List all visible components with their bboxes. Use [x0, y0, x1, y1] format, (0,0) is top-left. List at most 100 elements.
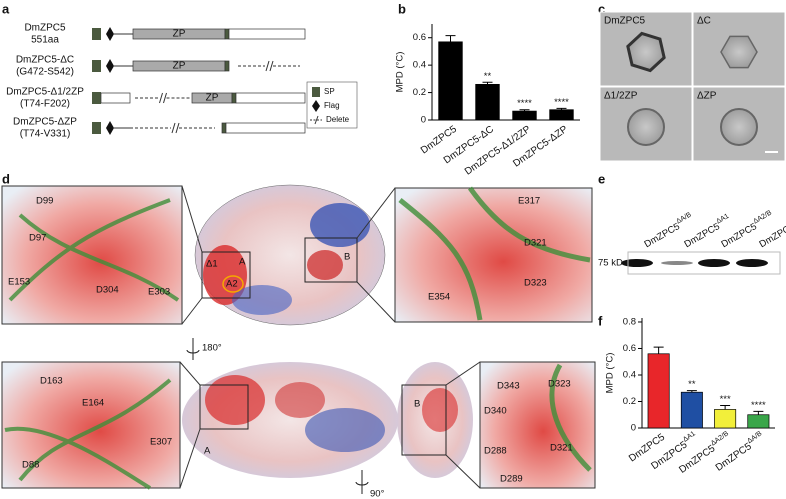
category-name: DmZPC5-Δ1/2ZP: [463, 123, 533, 177]
structure-label: E354: [428, 292, 450, 303]
crystal: [626, 31, 666, 73]
micrograph-label: Δ1/2ZP: [604, 91, 638, 102]
lane-name: DmZPC5: [682, 221, 721, 250]
lane-name: DmZPC5: [757, 221, 786, 250]
structure-label: E153: [8, 277, 30, 288]
construct-detail: 551aa: [31, 35, 59, 46]
error-bar: [519, 109, 530, 112]
error-bar: [653, 346, 664, 354]
x-tick-label: DmZPC5-Δ1/2ZP: [463, 123, 533, 177]
structure-label: 90°: [370, 489, 385, 499]
domain: [228, 28, 306, 40]
micrograph: [692, 11, 786, 87]
y-tick-label: 0: [421, 115, 426, 126]
delete-slash: [265, 60, 270, 72]
structure-label: D340: [484, 406, 507, 417]
domain: [235, 92, 306, 104]
bar: [512, 110, 537, 121]
structure-label: E303: [148, 287, 170, 298]
panel-letter: a: [2, 1, 10, 16]
flag: [106, 121, 114, 135]
legend-text: Flag: [324, 101, 340, 110]
sp-box: [92, 60, 101, 72]
panel-letter: e: [598, 171, 605, 186]
error-bar: [556, 107, 567, 110]
structure-label: A2: [226, 279, 238, 290]
construct-name: DmZPC5-ΔC: [16, 55, 74, 66]
micrograph-label: ΔC: [697, 16, 711, 27]
structure-label: D321: [524, 238, 547, 249]
marker-label: 75 kD: [598, 258, 623, 269]
structure-label: E317: [518, 196, 540, 207]
delete-slash: [163, 92, 167, 104]
micrograph-label: DmZPC5: [604, 16, 646, 27]
band: [736, 259, 768, 267]
y-tick-label: 0.4: [413, 60, 426, 71]
panel-letter: d: [2, 171, 10, 186]
micrograph: [599, 86, 693, 162]
domain-label: ZP: [206, 93, 219, 104]
y-tick-label: 0.4: [623, 370, 636, 381]
domain: [224, 28, 230, 40]
panel-d-art: [1, 184, 596, 494]
band: [661, 261, 693, 265]
delete-slash: [269, 60, 274, 72]
structure-label: D323: [548, 379, 571, 390]
domain: [224, 60, 230, 72]
error-bar: [686, 390, 697, 393]
y-tick-label: 0.6: [413, 32, 426, 43]
structure-label: E164: [82, 398, 104, 409]
delete-slash: [159, 92, 163, 104]
structure-label: A: [204, 446, 211, 457]
structure-label: B: [344, 252, 350, 263]
error-bar: [753, 410, 764, 415]
structure-label: E307: [150, 437, 172, 448]
construct-detail: (T74-F202): [20, 99, 70, 110]
sp-box: [92, 92, 101, 104]
structure-label: D343: [497, 381, 520, 392]
y-tick-label: 0.2: [413, 87, 426, 98]
structure-label: A: [239, 257, 246, 268]
construct-detail: (T74-V331): [20, 129, 71, 140]
structure-label: 180°: [202, 343, 222, 354]
lane-sup: ΔA/B: [676, 212, 694, 226]
blot: [627, 251, 781, 275]
error-bar: [482, 81, 493, 85]
micrograph-label: ΔZP: [697, 91, 717, 102]
delete-slash: [175, 122, 180, 134]
y-tick-label: 0.8: [623, 316, 636, 327]
structure-label: D97: [29, 233, 46, 244]
significance: **: [484, 71, 492, 82]
significance: **: [688, 379, 696, 390]
lane-sup: ΔA2/B: [753, 210, 774, 226]
structure-label: D163: [40, 376, 63, 387]
legend-text: Delete: [326, 115, 350, 124]
significance: ****: [751, 400, 766, 411]
category-name: DmZPC5: [714, 441, 754, 474]
bar: [549, 109, 574, 121]
error-bar: [445, 35, 456, 42]
significance: ****: [554, 97, 569, 108]
legend-flag: [312, 100, 320, 112]
structure-label: D304: [96, 285, 119, 296]
domain-label: ZP: [173, 29, 186, 40]
bar: [647, 353, 670, 429]
cell: [627, 108, 665, 146]
domain: [100, 92, 131, 104]
sp-box: [92, 122, 101, 134]
error-bar: [720, 404, 731, 410]
bar: [747, 414, 770, 429]
construct-detail: (G472-S542): [16, 67, 74, 78]
construct-name: DmZPC5: [24, 23, 66, 34]
cell: [720, 108, 758, 146]
legend-box: [306, 81, 358, 129]
y-tick-label: 0.6: [623, 343, 636, 354]
y-tick-label: 0.2: [623, 396, 636, 407]
domain: [221, 122, 227, 134]
bar: [438, 41, 463, 121]
structure-label: D99: [36, 196, 53, 207]
bar: [475, 83, 500, 121]
domain: [231, 92, 237, 104]
significance: ****: [517, 98, 532, 109]
